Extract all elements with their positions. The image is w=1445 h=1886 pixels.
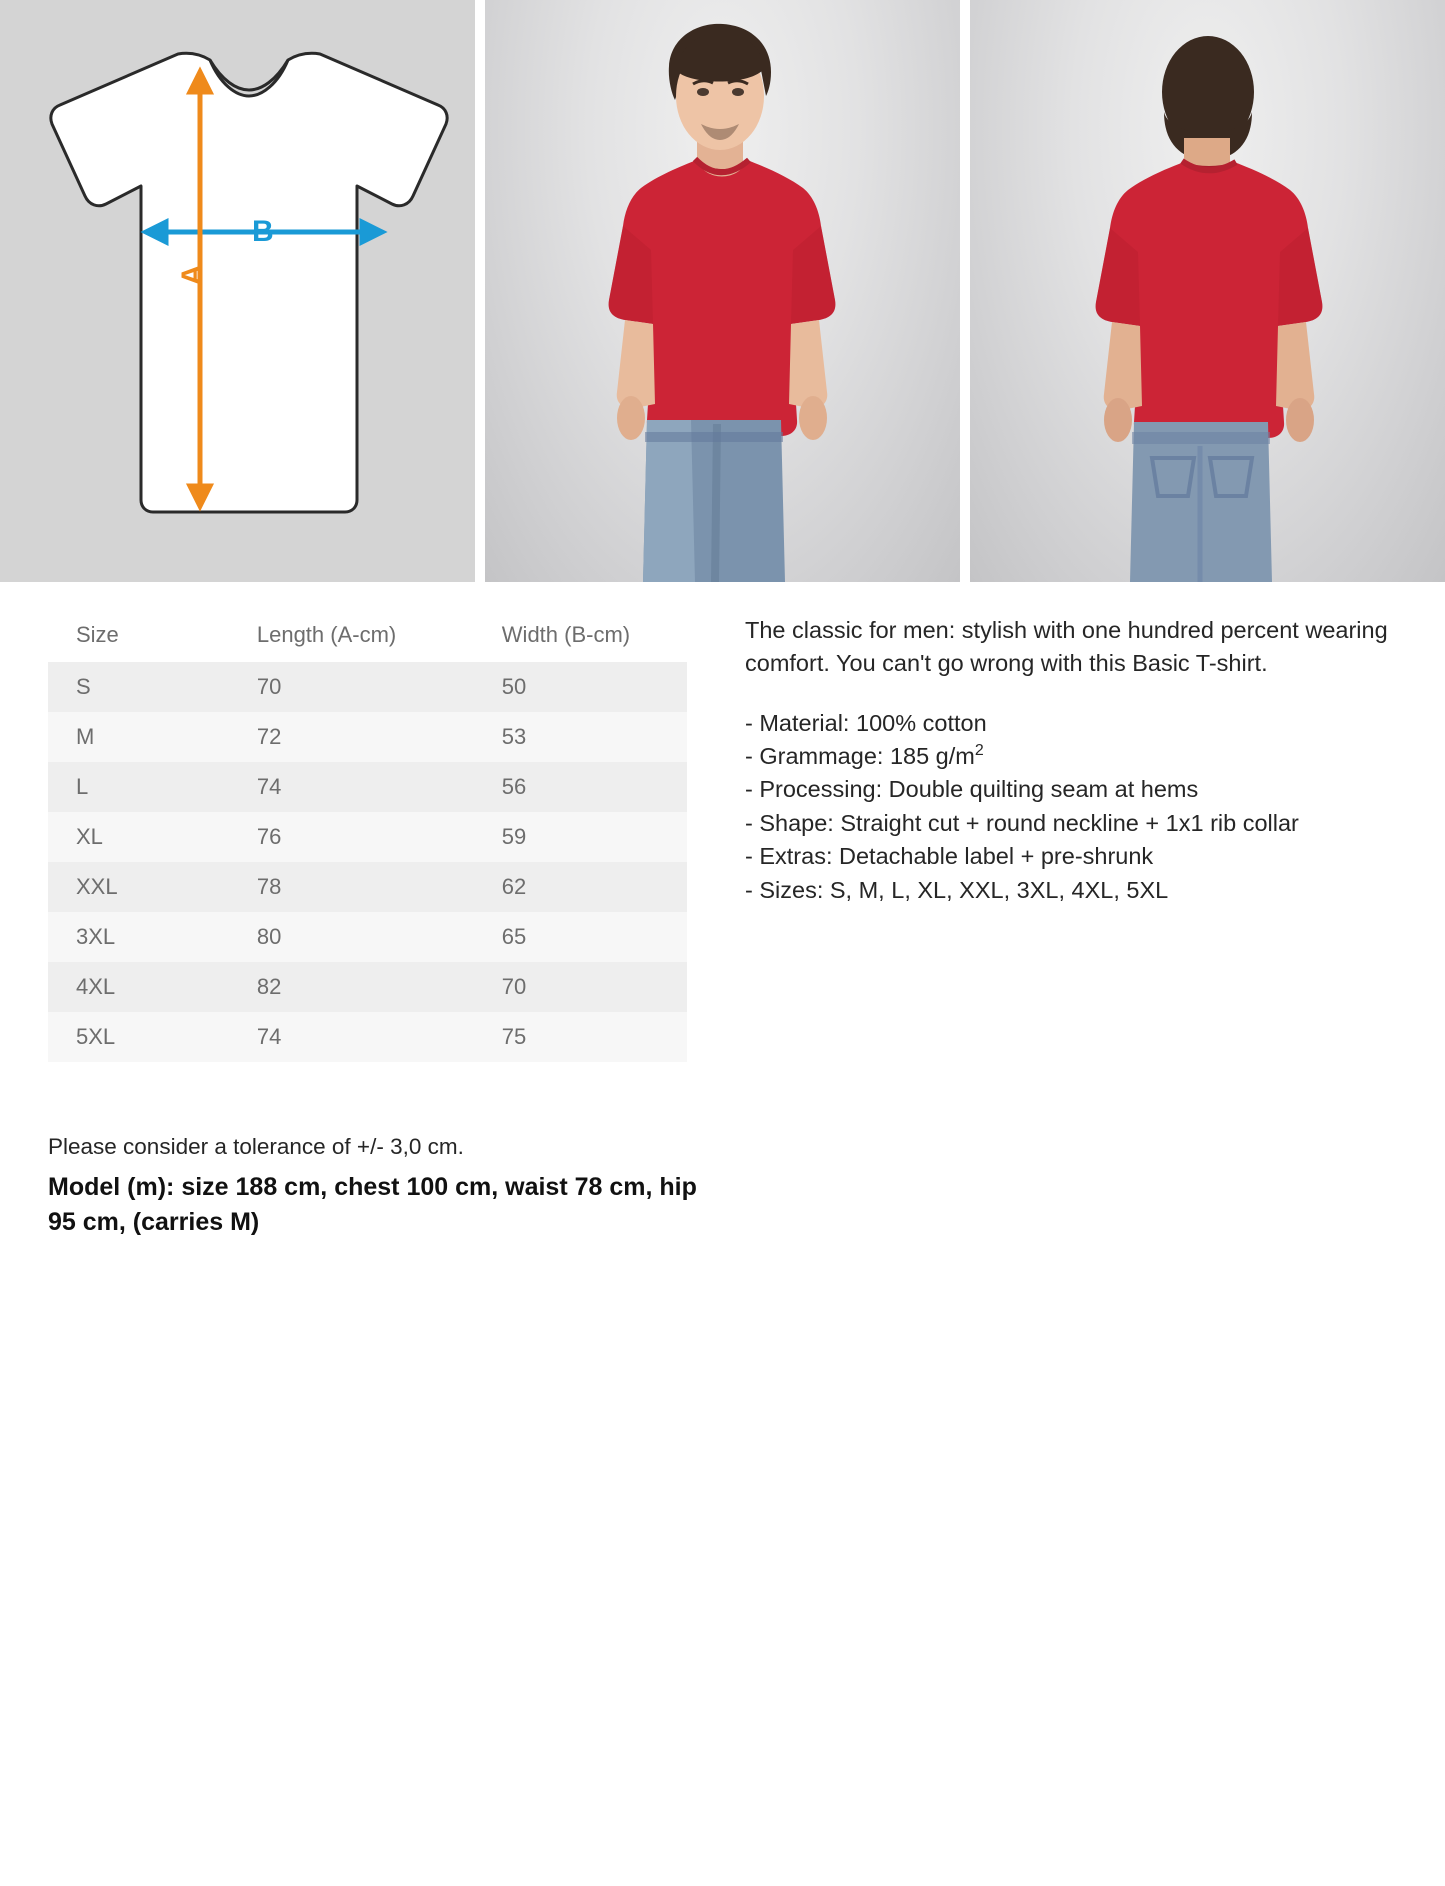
tshirt-diagram-panel: B A [0, 0, 475, 582]
cell-length: 72 [228, 712, 474, 762]
cell-size: XL [48, 812, 229, 862]
header-width: Width (B-cm) [473, 608, 687, 662]
table-row: M 72 53 [48, 712, 687, 762]
size-chart-body: S 70 50 M 72 53 L 74 56 XL 76 59 XXL 78 [48, 662, 687, 1062]
header-size: Size [48, 608, 229, 662]
size-chart-header: Size Length (A-cm) Width (B-cm) [48, 608, 687, 662]
model-back-photo [970, 0, 1445, 582]
cell-length: 74 [228, 1012, 474, 1062]
cell-length: 82 [228, 962, 474, 1012]
model-front-illustration [608, 23, 836, 582]
bullet-grammage-text: - Grammage: 185 g/m [745, 743, 975, 770]
cell-size: XXL [48, 862, 229, 912]
cell-length: 74 [228, 762, 474, 812]
footer-notes: Please consider a tolerance of +/- 3,0 c… [0, 1134, 1445, 1240]
bullet-material: - Material: 100% cotton [745, 709, 987, 736]
grammage-superscript: 2 [974, 742, 984, 760]
table-row: L 74 56 [48, 762, 687, 812]
cell-size: 3XL [48, 912, 229, 962]
cell-width: 75 [473, 1012, 687, 1062]
product-images-row: B A [0, 0, 1445, 582]
product-description: The classic for men: stylish with one hu… [745, 608, 1405, 1062]
bullet-sizes: - Sizes: S, M, L, XL, XXL, 3XL, 4XL, 5XL [745, 876, 1169, 903]
cell-size: S [48, 662, 229, 712]
tolerance-note: Please consider a tolerance of +/- 3,0 c… [48, 1134, 464, 1159]
bullet-extras: - Extras: Detachable label + pre-shrunk [745, 843, 1154, 870]
cell-size: M [48, 712, 229, 762]
table-header-row: Size Length (A-cm) Width (B-cm) [48, 608, 687, 662]
model-back-illustration [1095, 36, 1323, 582]
cell-width: 65 [473, 912, 687, 962]
details-section: Size Length (A-cm) Width (B-cm) S 70 50 … [0, 608, 1445, 1062]
cell-length: 78 [228, 862, 474, 912]
bullet-shape: - Shape: Straight cut + round neckline +… [745, 809, 1299, 836]
description-bullets: - Material: 100% cotton - Grammage: 185 … [745, 707, 1405, 907]
tshirt-outline-svg [49, 51, 449, 514]
cell-size: L [48, 762, 229, 812]
table-row: 4XL 82 70 [48, 962, 687, 1012]
cell-size: 5XL [48, 1012, 229, 1062]
cell-size: 4XL [48, 962, 229, 1012]
cell-width: 59 [473, 812, 687, 862]
model-measurements-note: Model (m): size 188 cm, chest 100 cm, wa… [48, 1173, 697, 1236]
table-row: 5XL 74 75 [48, 1012, 687, 1062]
bullet-processing: - Processing: Double quilting seam at he… [745, 776, 1199, 803]
cell-width: 50 [473, 662, 687, 712]
cell-length: 80 [228, 912, 474, 962]
cell-length: 76 [228, 812, 474, 862]
table-row: XXL 78 62 [48, 862, 687, 912]
cell-width: 70 [473, 962, 687, 1012]
length-dimension-label: A [175, 264, 209, 286]
model-front-photo [485, 0, 960, 582]
width-dimension-label: B [252, 215, 274, 248]
cell-width: 53 [473, 712, 687, 762]
description-spacer [745, 681, 1405, 707]
description-intro: The classic for men: stylish with one hu… [745, 617, 1388, 677]
cell-width: 56 [473, 762, 687, 812]
cell-length: 70 [228, 662, 474, 712]
cell-width: 62 [473, 862, 687, 912]
table-row: S 70 50 [48, 662, 687, 712]
table-row: 3XL 80 65 [48, 912, 687, 962]
table-row: XL 76 59 [48, 812, 687, 862]
size-chart-table: Size Length (A-cm) Width (B-cm) S 70 50 … [48, 608, 687, 1062]
header-length: Length (A-cm) [228, 608, 474, 662]
bullet-grammage: - Grammage: 185 g/m2 [745, 740, 1405, 773]
